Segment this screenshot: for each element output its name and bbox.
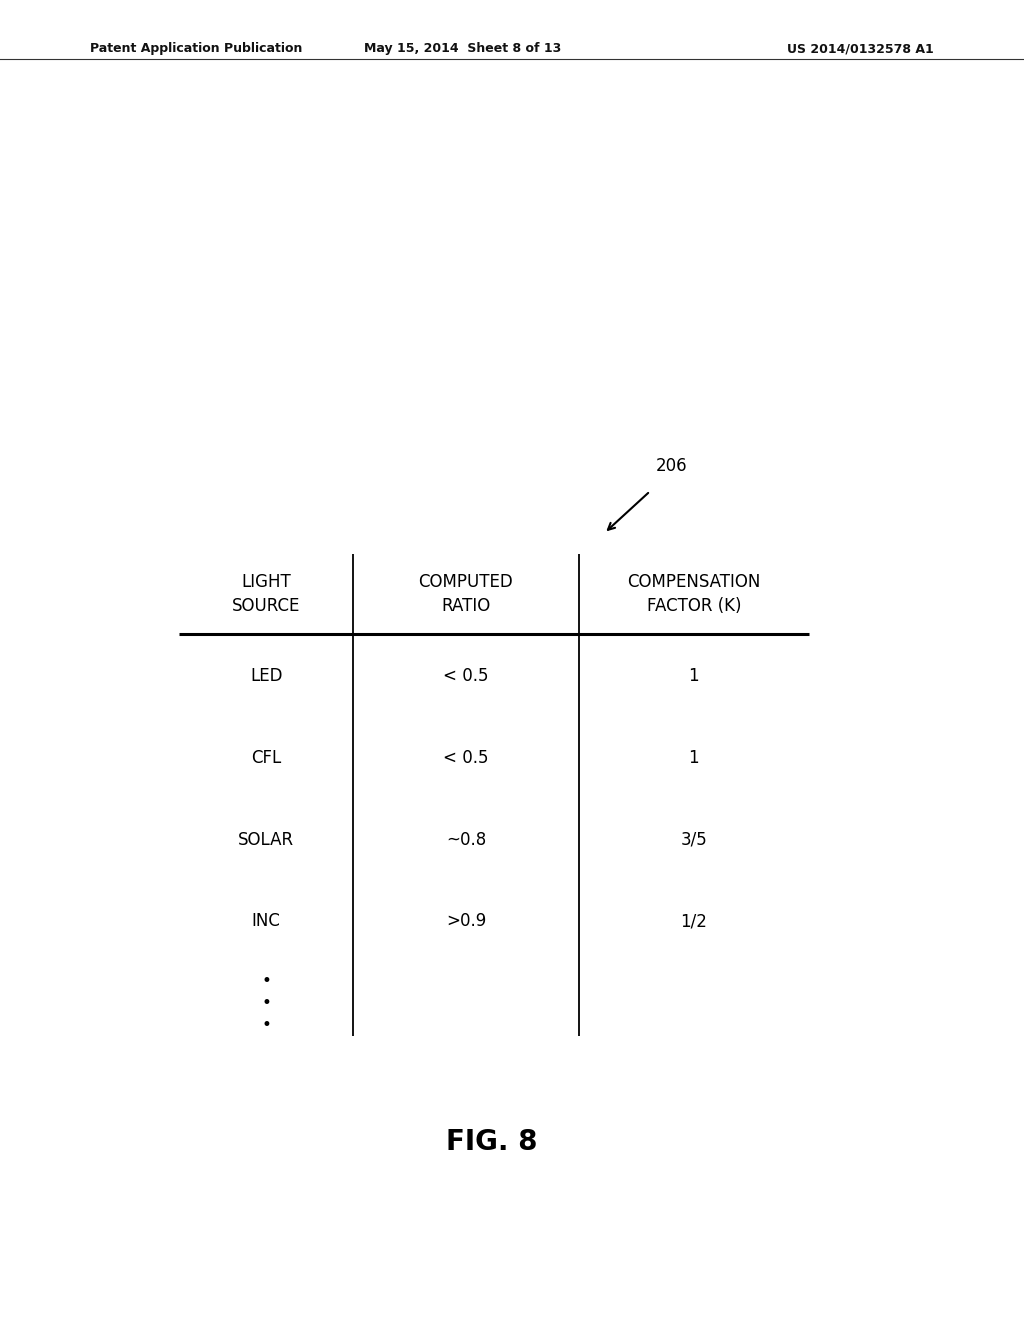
Text: >0.9: >0.9 xyxy=(445,912,486,931)
Text: LED: LED xyxy=(250,667,283,685)
Text: 1: 1 xyxy=(688,748,699,767)
Text: < 0.5: < 0.5 xyxy=(443,667,488,685)
Text: SOLAR: SOLAR xyxy=(239,830,294,849)
Text: 1/2: 1/2 xyxy=(680,912,708,931)
Text: COMPENSATION
FACTOR (K): COMPENSATION FACTOR (K) xyxy=(627,573,761,615)
Text: 1: 1 xyxy=(688,667,699,685)
Text: LIGHT
SOURCE: LIGHT SOURCE xyxy=(232,573,300,615)
Text: FIG. 8: FIG. 8 xyxy=(445,1127,538,1156)
Text: < 0.5: < 0.5 xyxy=(443,748,488,767)
Text: May 15, 2014  Sheet 8 of 13: May 15, 2014 Sheet 8 of 13 xyxy=(365,42,561,55)
Text: COMPUTED
RATIO: COMPUTED RATIO xyxy=(419,573,513,615)
Text: 3/5: 3/5 xyxy=(680,830,708,849)
Text: ~0.8: ~0.8 xyxy=(445,830,486,849)
Text: INC: INC xyxy=(252,912,281,931)
Text: US 2014/0132578 A1: US 2014/0132578 A1 xyxy=(787,42,934,55)
Text: 206: 206 xyxy=(655,457,687,475)
Text: •
•
•: • • • xyxy=(261,972,271,1035)
Text: Patent Application Publication: Patent Application Publication xyxy=(90,42,302,55)
Text: CFL: CFL xyxy=(251,748,282,767)
